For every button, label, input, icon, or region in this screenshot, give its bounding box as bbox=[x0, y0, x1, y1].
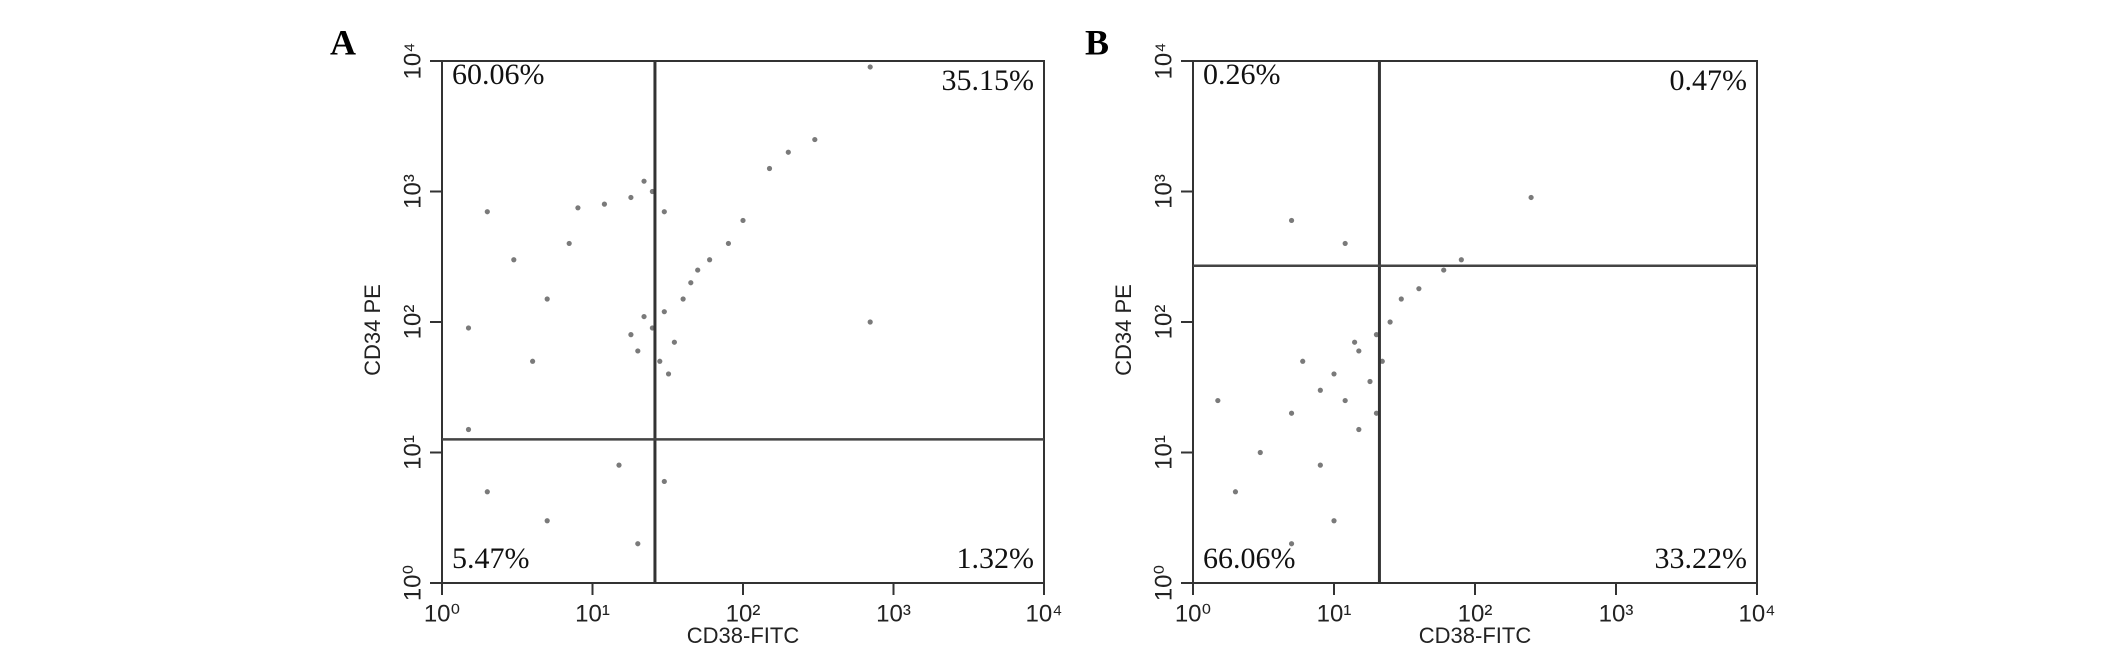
event-dot bbox=[484, 489, 490, 495]
quadrant-percent: 5.47% bbox=[452, 542, 530, 575]
event-dot bbox=[635, 541, 641, 547]
event-dot bbox=[665, 371, 672, 377]
event-dot bbox=[575, 205, 581, 211]
y-axis-label: CD34 PE bbox=[1111, 284, 1136, 376]
event-dot bbox=[465, 325, 472, 331]
event-dot bbox=[1300, 358, 1306, 364]
y-tick-label: 10¹ bbox=[1150, 435, 1177, 470]
plot-frame bbox=[1192, 60, 1758, 584]
event-dot bbox=[785, 149, 791, 155]
event-dot bbox=[1342, 240, 1348, 247]
event-dot bbox=[1441, 267, 1447, 273]
event-dot bbox=[725, 240, 732, 247]
event-dot bbox=[766, 165, 773, 172]
x-tick-label: 10¹ bbox=[575, 600, 610, 627]
event-dot bbox=[566, 240, 572, 247]
x-tick-label: 10² bbox=[726, 600, 761, 627]
event-dot bbox=[530, 358, 536, 364]
event-dot bbox=[1288, 410, 1295, 416]
panel-label: A bbox=[330, 22, 356, 62]
quadrant-percent: 33.22% bbox=[1655, 542, 1748, 575]
event-dot bbox=[1387, 319, 1393, 325]
x-tick-label: 10⁰ bbox=[1175, 600, 1211, 627]
y-tick-label: 10⁰ bbox=[399, 565, 426, 601]
event-dot bbox=[1232, 489, 1239, 495]
event-dot bbox=[511, 257, 517, 263]
event-dot bbox=[628, 194, 634, 201]
quadrant-percent: 66.06% bbox=[1203, 542, 1296, 575]
x-tick-label: 10⁴ bbox=[1025, 600, 1062, 627]
event-dot bbox=[544, 296, 550, 302]
event-dot bbox=[707, 257, 713, 263]
event-dot bbox=[628, 332, 634, 338]
x-tick-label: 10³ bbox=[1599, 600, 1634, 627]
event-dot bbox=[1288, 217, 1295, 224]
x-tick-label: 10⁴ bbox=[1738, 600, 1775, 627]
y-tick-label: 10³ bbox=[399, 174, 426, 209]
y-tick-label: 10³ bbox=[1150, 174, 1177, 209]
event-dot bbox=[1398, 296, 1404, 302]
event-dot bbox=[1367, 378, 1373, 385]
quadrant-percent: 0.47% bbox=[1670, 64, 1748, 97]
event-dot bbox=[1458, 257, 1464, 263]
event-dot bbox=[1356, 426, 1362, 433]
event-dot bbox=[812, 136, 818, 143]
event-dot bbox=[661, 209, 667, 215]
event-dot bbox=[1331, 371, 1337, 377]
event-dot bbox=[688, 280, 694, 286]
plot-frame bbox=[441, 60, 1045, 584]
y-tick-label: 10⁴ bbox=[399, 42, 426, 79]
event-dot bbox=[1356, 348, 1362, 354]
event-dot bbox=[635, 348, 641, 354]
event-dot bbox=[680, 296, 686, 302]
event-dot bbox=[1352, 339, 1358, 345]
x-axis-label: CD38-FITC bbox=[687, 623, 800, 648]
event-dot bbox=[1379, 358, 1385, 364]
y-tick-label: 10¹ bbox=[399, 435, 426, 470]
x-axis-label: CD38-FITC bbox=[1419, 623, 1532, 648]
quadrant-percent: 0.26% bbox=[1203, 58, 1281, 91]
event-dot bbox=[484, 209, 490, 215]
event-dot bbox=[740, 217, 746, 224]
panel-label: B bbox=[1085, 22, 1109, 62]
y-tick-label: 10² bbox=[1150, 305, 1177, 340]
x-tick-label: 10¹ bbox=[1317, 600, 1352, 627]
x-tick-label: 10² bbox=[1458, 600, 1493, 627]
event-dot bbox=[657, 358, 663, 364]
event-dot bbox=[465, 426, 472, 433]
event-dot bbox=[1342, 397, 1348, 404]
event-dot bbox=[1331, 518, 1337, 524]
y-tick-label: 10² bbox=[399, 305, 426, 340]
event-dot bbox=[1317, 387, 1323, 393]
event-dot bbox=[641, 178, 647, 184]
event-dot bbox=[1416, 286, 1422, 292]
event-dot bbox=[867, 319, 873, 325]
event-dot bbox=[695, 267, 701, 273]
event-dot bbox=[616, 462, 622, 468]
x-tick-label: 10³ bbox=[876, 600, 911, 627]
event-dot bbox=[601, 201, 608, 207]
event-dot bbox=[867, 64, 873, 70]
event-dot bbox=[1317, 462, 1323, 468]
y-axis-label: CD34 PE bbox=[360, 284, 385, 376]
event-dot bbox=[1373, 410, 1380, 416]
event-dot bbox=[1528, 194, 1534, 201]
event-dot bbox=[671, 339, 677, 345]
event-dot bbox=[544, 518, 550, 524]
quadrant-percent: 60.06% bbox=[452, 58, 545, 91]
event-dot bbox=[1288, 541, 1295, 547]
event-dot bbox=[661, 478, 667, 485]
y-tick-label: 10⁴ bbox=[1150, 42, 1177, 79]
quadrant-percent: 1.32% bbox=[957, 542, 1035, 575]
event-dot bbox=[1257, 449, 1263, 456]
y-tick-label: 10⁰ bbox=[1150, 565, 1177, 601]
event-dot bbox=[661, 309, 667, 315]
quadrant-percent: 35.15% bbox=[942, 64, 1035, 97]
x-tick-label: 10⁰ bbox=[424, 600, 460, 627]
event-dot bbox=[1215, 397, 1221, 404]
event-dot bbox=[641, 313, 647, 320]
event-dot bbox=[1373, 332, 1380, 338]
